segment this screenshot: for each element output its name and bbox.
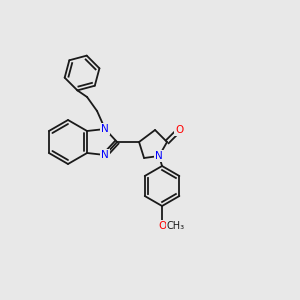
Text: O: O xyxy=(175,125,183,135)
Text: CH₃: CH₃ xyxy=(167,221,185,231)
Text: N: N xyxy=(155,151,163,161)
Text: O: O xyxy=(158,221,166,231)
Text: N: N xyxy=(101,124,109,134)
Text: N: N xyxy=(101,150,109,160)
